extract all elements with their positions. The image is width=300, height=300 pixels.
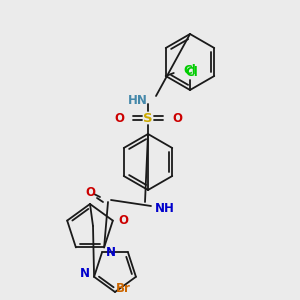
Text: Cl: Cl (184, 64, 197, 77)
Text: N: N (80, 267, 90, 280)
Text: Cl: Cl (186, 65, 198, 79)
Text: O: O (119, 214, 129, 227)
Text: O: O (85, 185, 95, 199)
Text: HN: HN (128, 94, 148, 106)
Text: NH: NH (155, 202, 175, 214)
Text: N: N (106, 246, 116, 259)
Text: O: O (172, 112, 182, 124)
Text: O: O (114, 112, 124, 124)
Text: Br: Br (116, 282, 131, 295)
Text: S: S (143, 112, 153, 124)
